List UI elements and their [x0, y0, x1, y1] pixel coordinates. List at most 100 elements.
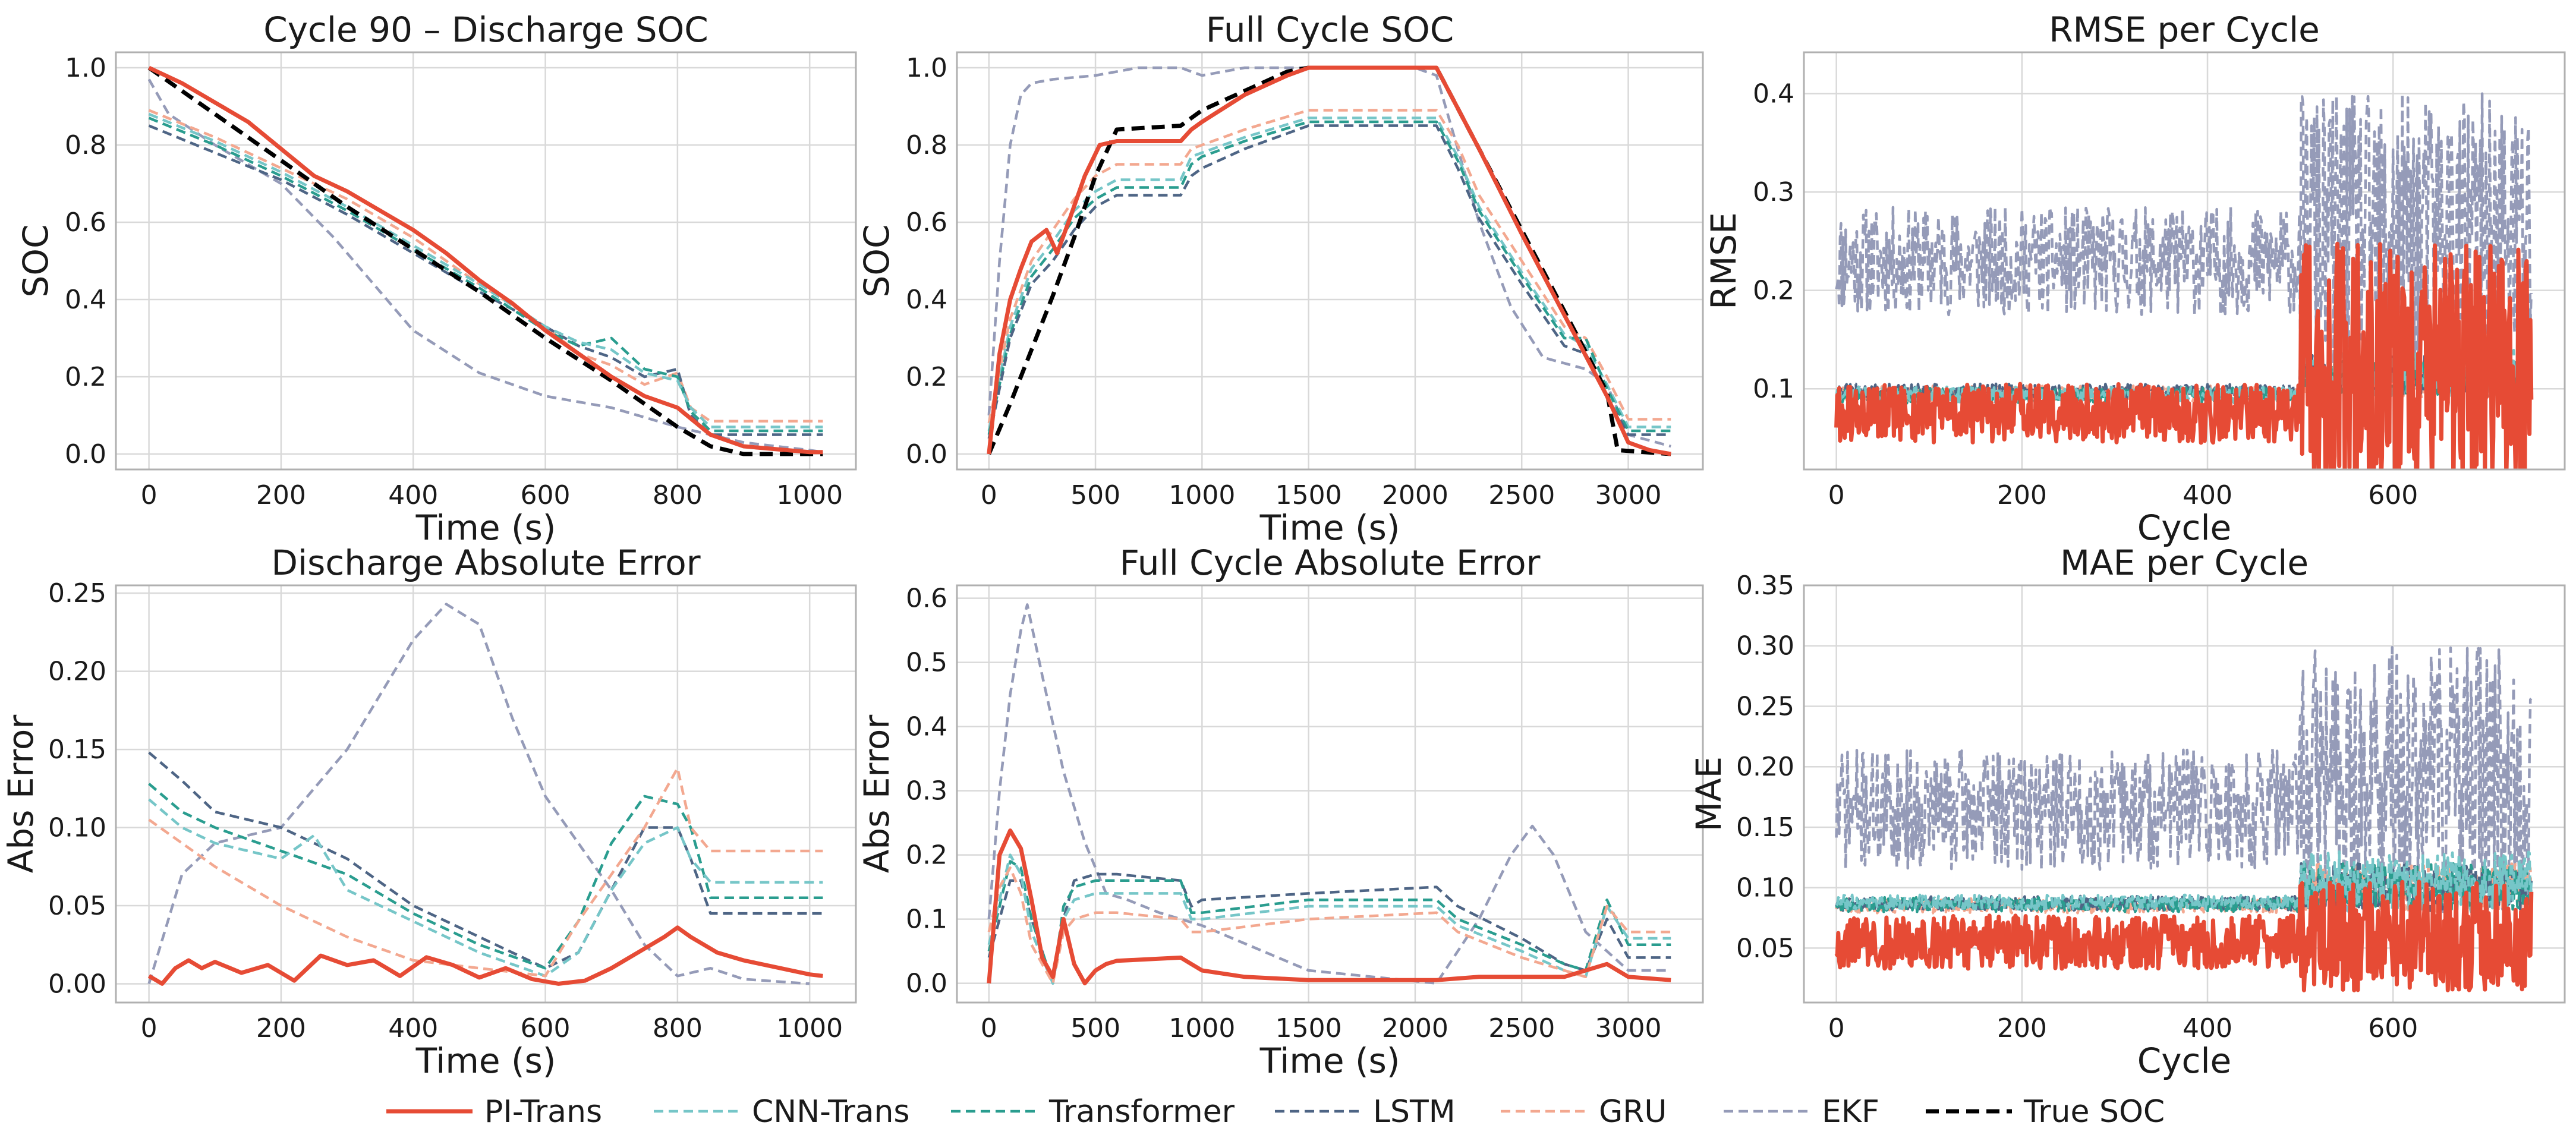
y-axis-label: SOC: [856, 225, 897, 298]
x-tick-label: 0: [1828, 1013, 1845, 1044]
y-tick-label: 0.00: [48, 969, 106, 999]
y-tick-label: 0.8: [906, 130, 947, 160]
legend-label: PI-Trans: [484, 1094, 602, 1130]
series-line-lstm: [148, 751, 823, 970]
x-tick-label: 200: [1997, 1013, 2047, 1044]
axes-frame: [956, 584, 1704, 1004]
series-line-pi-trans: [1834, 880, 2534, 992]
x-tick-label: 400: [2183, 1013, 2232, 1044]
series-line-transformer: [148, 783, 823, 970]
x-tick-label: 800: [653, 480, 703, 510]
legend-label: GRU: [1599, 1094, 1667, 1130]
y-tick-label: 0.2: [906, 362, 947, 392]
series-group: [987, 65, 1671, 456]
x-tick-label: 0: [981, 480, 997, 510]
x-tick-label: 3000: [1595, 1013, 1662, 1044]
legend-label: True SOC: [2023, 1094, 2165, 1130]
x-tick-label: 0: [141, 1013, 158, 1044]
x-axis-label: Time (s): [415, 508, 556, 548]
y-tick-label: 0.6: [906, 584, 947, 614]
y-tick-label: 0.0: [65, 439, 106, 469]
chart-title: Discharge Absolute Error: [271, 543, 700, 583]
x-tick-label: 2500: [1488, 1013, 1555, 1044]
chart-full-cycle-soc: 0 500 1000 1500 2000 2500 3000 0.0 0.2 0.4 0.6 0.8 1…: [856, 10, 1704, 548]
series-line-pi-trans: [987, 828, 1671, 986]
chart-rmse-per-cycle: 0 200 400 600 0.1 0.2 0.3 0.4 RMSE per Cycle Cycl…: [1703, 10, 2566, 548]
x-tick-label: 600: [521, 480, 571, 510]
x-tick-label: 1500: [1276, 480, 1342, 510]
y-tick-label: 0.30: [1736, 631, 1794, 661]
series-line-cnn-trans: [148, 112, 823, 428]
x-axis-label: Time (s): [1259, 508, 1400, 548]
legend-label: CNN-Trans: [752, 1094, 910, 1130]
chart-full-cycle-absolute-error: 0 500 1000 1500 2000 2500 3000 0.0 0.1 0.2 0.3 0.4 0…: [856, 543, 1704, 1081]
axes-root: 0 200 400 600 800 1000 0.0 0.2 0.4 0.6 0.8 1.0 Cycle…: [1, 10, 2566, 1081]
y-tick-label: 0.1: [1753, 374, 1794, 404]
legend-item-lstm: LSTM: [1275, 1094, 1456, 1130]
x-tick-label: 400: [388, 1013, 438, 1044]
y-axis-label: MAE: [1689, 757, 1729, 831]
y-axis-label: RMSE: [1703, 212, 1744, 310]
x-tick-label: 1000: [776, 480, 843, 510]
series-line-pi-trans: [1834, 241, 2534, 469]
x-tick-label: 600: [521, 1013, 571, 1044]
y-tick-label: 0.25: [1736, 691, 1794, 721]
series-line-gru: [987, 866, 1671, 985]
series-line-ekf: [987, 66, 1671, 448]
y-tick-label: 0.5: [906, 648, 947, 678]
series-group: [987, 603, 1671, 986]
y-tick-label: 0.6: [906, 207, 947, 238]
y-tick-label: 0.1: [906, 904, 947, 935]
legend-item-true-soc: True SOC: [1926, 1094, 2165, 1130]
legend-item-cnn-trans: CNN-Trans: [654, 1094, 910, 1130]
x-tick-label: 600: [2368, 1013, 2418, 1044]
axes-frame: [956, 51, 1704, 471]
legend-item-pi-trans: PI-Trans: [386, 1094, 602, 1130]
y-tick-label: 0.15: [1736, 812, 1794, 843]
x-tick-label: 1000: [1169, 480, 1235, 510]
legend-item-transformer: Transformer: [951, 1094, 1235, 1130]
series-line-pi-trans: [987, 65, 1671, 456]
chart-mae-per-cycle: 0 200 400 600 0.05 0.10 0.15 0.20 0.25 0.30 0.35 MA…: [1689, 543, 2566, 1081]
y-tick-label: 0.35: [1736, 570, 1794, 601]
series-group: [147, 65, 823, 456]
legend: PI-Trans CNN-Trans Transformer LSTM GRU EKF Tr…: [386, 1094, 2165, 1130]
x-tick-label: 200: [1997, 480, 2047, 510]
y-tick-label: 1.0: [65, 53, 106, 83]
series-line-cnn-trans: [1835, 850, 2533, 913]
y-tick-label: 0.2: [1753, 276, 1794, 306]
x-tick-label: 400: [2183, 480, 2232, 510]
y-tick-label: 1.0: [906, 53, 947, 83]
chart-title: MAE per Cycle: [2060, 543, 2309, 583]
y-tick-label: 0.2: [65, 362, 106, 392]
series-line-transformer: [148, 116, 823, 433]
chart-discharge-absolute-error: 0 200 400 600 800 1000 0.00 0.05 0.10 0.15 0.20 0.2…: [1, 543, 857, 1081]
legend-label: EKF: [1822, 1094, 1879, 1130]
series-line-gru: [148, 767, 823, 978]
axes-frame: [115, 584, 857, 1004]
x-tick-label: 200: [256, 480, 306, 510]
series-line-pi-trans: [147, 925, 823, 986]
x-tick-label: 800: [653, 1013, 703, 1044]
series-group: [1834, 645, 2534, 992]
x-tick-label: 2500: [1488, 480, 1555, 510]
x-tick-label: 0: [1828, 480, 1845, 510]
y-tick-label: 0.8: [65, 130, 106, 160]
x-tick-label: 1000: [1169, 1013, 1235, 1044]
y-tick-label: 0.0: [906, 969, 947, 999]
y-tick-label: 0.6: [65, 207, 106, 238]
x-tick-label: 400: [388, 480, 438, 510]
y-tick-label: 0.10: [48, 813, 106, 843]
y-tick-label: 0.4: [906, 712, 947, 742]
chart-title: Full Cycle SOC: [1206, 10, 1454, 50]
series-line-ekf: [1835, 92, 2533, 365]
x-tick-label: 200: [256, 1013, 306, 1044]
chart-title: Full Cycle Absolute Error: [1120, 543, 1541, 583]
x-tick-label: 0: [141, 480, 158, 510]
y-tick-label: 0.2: [906, 840, 947, 871]
x-tick-label: 2000: [1382, 480, 1448, 510]
x-axis-label: Time (s): [1259, 1041, 1400, 1081]
y-tick-label: 0.05: [48, 891, 106, 921]
x-tick-label: 0: [981, 1013, 997, 1044]
